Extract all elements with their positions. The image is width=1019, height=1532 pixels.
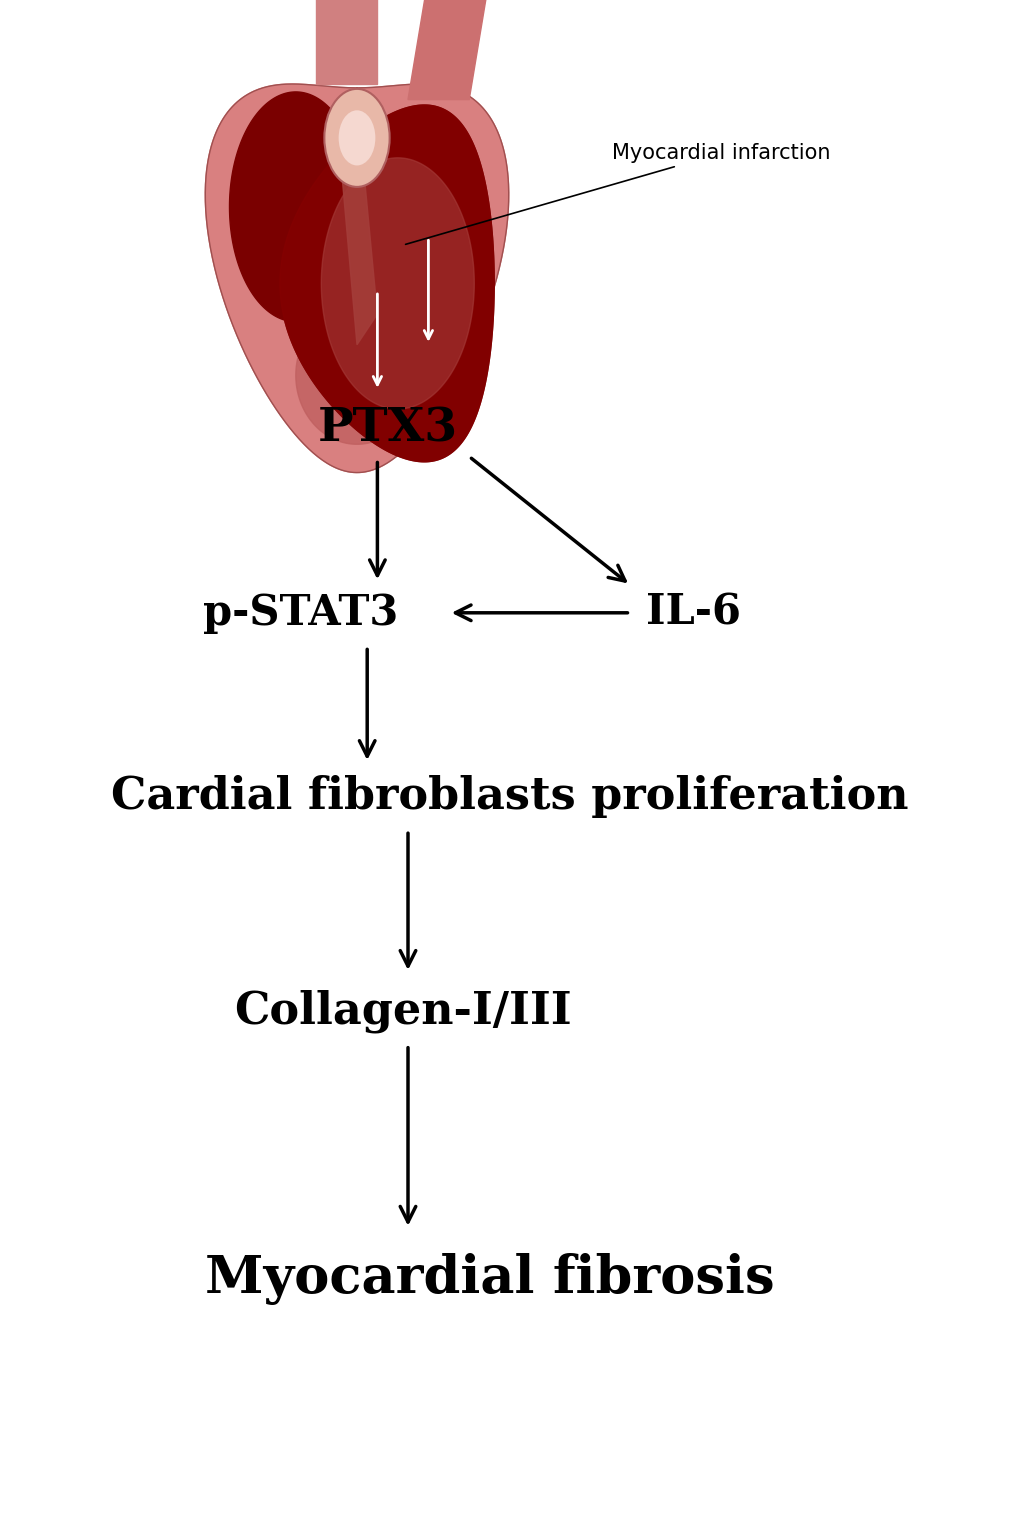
Text: PTX3: PTX3 xyxy=(317,406,458,452)
Polygon shape xyxy=(205,84,508,472)
Polygon shape xyxy=(280,106,493,461)
Polygon shape xyxy=(408,0,489,100)
Text: Myocardial fibrosis: Myocardial fibrosis xyxy=(205,1253,773,1305)
Polygon shape xyxy=(280,106,493,461)
Polygon shape xyxy=(336,100,377,345)
Text: p-STAT3: p-STAT3 xyxy=(203,591,398,634)
Circle shape xyxy=(338,110,375,165)
Text: Cardial fibroblasts proliferation: Cardial fibroblasts proliferation xyxy=(111,775,908,818)
Text: Collagen-I/III: Collagen-I/III xyxy=(233,990,572,1033)
Polygon shape xyxy=(321,158,474,409)
Polygon shape xyxy=(316,0,377,84)
Polygon shape xyxy=(296,306,418,444)
Text: Myocardial infarction: Myocardial infarction xyxy=(406,142,829,244)
Polygon shape xyxy=(229,92,362,322)
Circle shape xyxy=(324,89,389,187)
Text: IL-6: IL-6 xyxy=(645,591,741,634)
